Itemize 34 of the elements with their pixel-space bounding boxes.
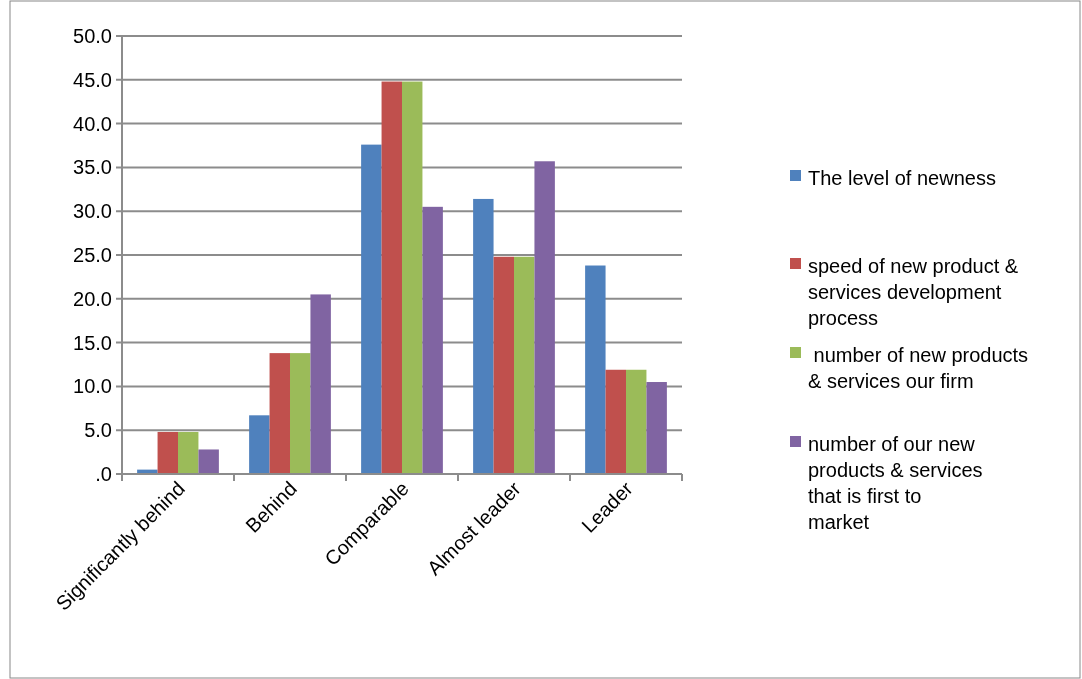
bar: [269, 353, 290, 474]
bar: [361, 144, 382, 474]
bar: [310, 294, 331, 474]
y-tick-label: 25.0: [73, 244, 112, 266]
bar: [402, 81, 423, 474]
y-tick-label: 35.0: [73, 156, 112, 179]
bar: [381, 81, 402, 474]
legend-label: speed of new product & services development process: [808, 255, 1019, 329]
bar: [290, 353, 311, 474]
y-tick-label: 30.0: [73, 200, 112, 223]
bar: [473, 198, 494, 474]
bar: [605, 369, 626, 474]
bar: [157, 431, 178, 474]
y-tick-label: 50.0: [73, 25, 112, 47]
y-tick-label: 15.0: [73, 331, 112, 354]
bar: [198, 449, 219, 474]
bar: [514, 256, 535, 474]
legend-label: The level of newness: [808, 167, 996, 189]
bar: [493, 256, 514, 474]
bar: [646, 382, 667, 474]
y-tick-label: 40.0: [73, 112, 112, 135]
bar: [178, 431, 199, 474]
y-tick-label: 20.0: [73, 287, 112, 310]
bar: [626, 369, 647, 474]
y-tick-label: 45.0: [73, 68, 112, 91]
legend-label: number of new products & services our firm: [808, 344, 1029, 392]
y-tick-label: 5.0: [84, 419, 112, 442]
bar: [585, 265, 606, 474]
bar: [422, 206, 443, 474]
bar: [249, 415, 270, 474]
y-tick-label: .0: [95, 463, 112, 485]
y-tick-label: 10.0: [73, 375, 112, 398]
bar: [534, 161, 555, 474]
legend-label: number of our new products & services that is first to market: [808, 433, 983, 533]
